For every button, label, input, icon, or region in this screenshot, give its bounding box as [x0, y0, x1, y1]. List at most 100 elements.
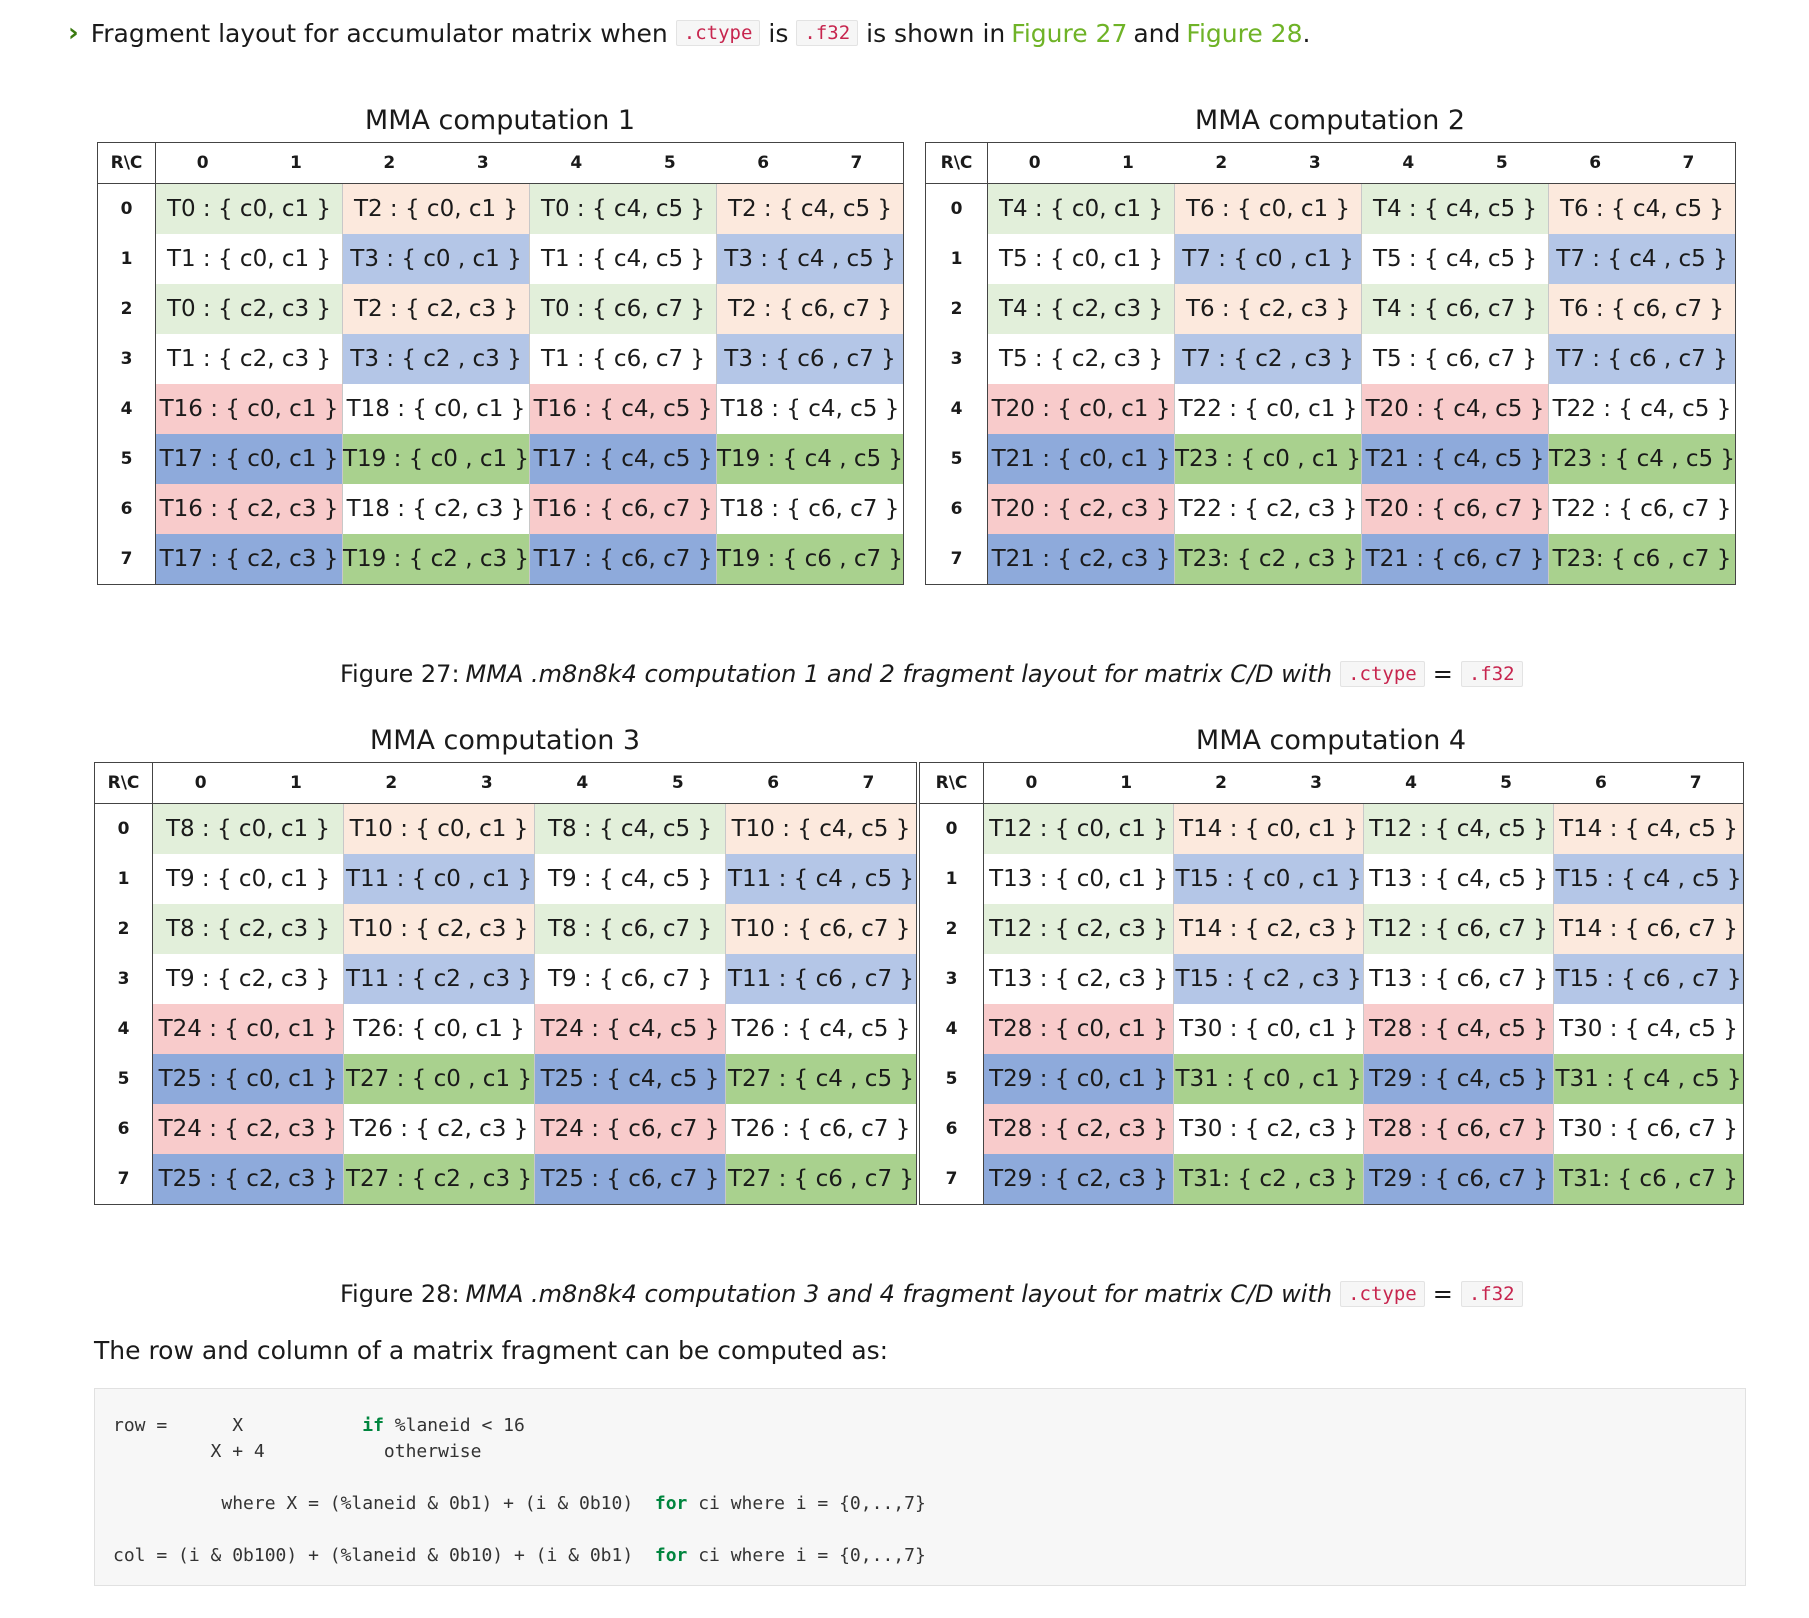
fragment-cell: T28 : { c6, c7 } [1363, 1104, 1554, 1154]
chevron-right-icon[interactable]: › [68, 18, 79, 48]
table-row: 3 T1 : { c2, c3 } T3 : { c2 , c3 } T1 : { c… [97, 334, 904, 384]
column-header: 3 [1308, 153, 1321, 173]
fragment-cell: T29 : { c2, c3 } [983, 1154, 1174, 1205]
column-header: 3 [1310, 773, 1322, 793]
fragment-cell: T8 : { c2, c3 } [152, 904, 344, 954]
table-row: 4 T24 : { c0, c1 } T26: { c0, c1 } T24 : { … [94, 1004, 917, 1054]
fragment-cell: T28 : { c2, c3 } [983, 1104, 1174, 1154]
fragment-cell: T23 : { c4 , c5 } [1548, 434, 1736, 484]
column-header: 5 [671, 773, 684, 793]
column-header: 0 [1025, 773, 1038, 793]
row-label: 3 [97, 334, 156, 384]
row-label: 3 [919, 954, 984, 1004]
fragment-cell: T22 : { c4, c5 } [1548, 384, 1736, 434]
column-header: 7 [1682, 153, 1695, 173]
fragment-cell: T20 : { c2, c3 } [987, 484, 1175, 534]
figure-27-link[interactable]: Figure 27 [1011, 18, 1128, 48]
fragment-cell: T23 : { c0 , c1 } [1174, 434, 1362, 484]
row-label: 6 [919, 1104, 984, 1154]
fragment-cell: T22 : { c2, c3 } [1174, 484, 1362, 534]
fragment-cell: T6 : { c6, c7 } [1548, 284, 1736, 334]
intro-and: and [1133, 18, 1181, 48]
fragment-cell: T11 : { c4 , c5 } [725, 854, 917, 904]
fragment-cell: T17 : { c2, c3 } [155, 534, 343, 585]
fragment-cell: T0 : { c2, c3 } [155, 284, 343, 334]
fragment-cell: T1 : { c2, c3 } [155, 334, 343, 384]
code-line-4: col = (i & 0b100) + (%laneid & 0b10) + (… [113, 1545, 926, 1566]
fragment-cell: T24 : { c4, c5 } [534, 1004, 726, 1054]
fragment-cell: T24 : { c6, c7 } [534, 1104, 726, 1154]
fragment-cell: T13 : { c0, c1 } [983, 854, 1174, 904]
fragment-cell: T9 : { c2, c3 } [152, 954, 344, 1004]
column-header: 5 [1495, 153, 1508, 173]
fragment-cell: T13 : { c4, c5 } [1363, 854, 1554, 904]
caption-code-ctype: .ctype [1340, 1281, 1425, 1307]
fragment-cell: T16 : { c4, c5 } [529, 384, 717, 434]
fragment-cell: T2 : { c4, c5 } [716, 183, 904, 234]
column-header: 6 [757, 153, 770, 173]
fragment-cell: T19 : { c2 , c3 } [342, 534, 530, 585]
fragment-cell: T22 : { c0, c1 } [1174, 384, 1362, 434]
row-label: 6 [925, 484, 988, 534]
column-header: 4 [1402, 153, 1415, 173]
table-row: 2 T4 : { c2, c3 } T6 : { c2, c3 } T4 : { c6… [925, 284, 1736, 334]
column-header: 5 [1500, 773, 1512, 793]
fragment-cell: T15 : { c0 , c1 } [1173, 854, 1364, 904]
figure-28-link[interactable]: Figure 28 [1186, 18, 1303, 48]
row-label: 2 [94, 904, 153, 954]
fragment-cell: T0 : { c0, c1 } [155, 183, 343, 234]
table-row: 0 T8 : { c0, c1 } T10 : { c0, c1 } T8 : { c… [94, 803, 917, 854]
column-header: 4 [576, 773, 589, 793]
row-label: 5 [925, 434, 988, 484]
row-label: 6 [97, 484, 156, 534]
row-label: 5 [97, 434, 156, 484]
row-col-header: R\C [919, 762, 984, 804]
fragment-cell: T24 : { c2, c3 } [152, 1104, 344, 1154]
fragment-cell: T16 : { c0, c1 } [155, 384, 343, 434]
column-header: 1 [1120, 773, 1133, 793]
row-label: 6 [94, 1104, 153, 1154]
fragment-cell: T21 : { c2, c3 } [987, 534, 1175, 585]
table-row: 5 T29 : { c0, c1 } T31 : { c0 , c1 } T29 : … [919, 1054, 1744, 1104]
fragment-cell: T30 : { c0, c1 } [1173, 1004, 1364, 1054]
row-label: 0 [97, 183, 156, 234]
table-row: 1 T1 : { c0, c1 } T3 : { c0 , c1 } T1 : { c… [97, 234, 904, 284]
table-row: 6 T28 : { c2, c3 } T30 : { c2, c3 } T28 : {… [919, 1104, 1744, 1154]
table-row: 1 T13 : { c0, c1 } T15 : { c0 , c1 } T13 : … [919, 854, 1744, 904]
column-header: 6 [1594, 773, 1607, 793]
column-header: 4 [1405, 773, 1417, 793]
caption-code-f32: .f32 [1460, 661, 1523, 687]
row-col-header: R\C [97, 142, 156, 184]
fragment-cell: T3 : { c4 , c5 } [716, 234, 904, 284]
fragment-cell: T27 : { c4 , c5 } [725, 1054, 917, 1104]
table-row: 7 T29 : { c2, c3 } T31: { c2 , c3 } T29 : {… [919, 1154, 1744, 1205]
table-row: 0 T12 : { c0, c1 } T14 : { c0, c1 } T12 : {… [919, 803, 1744, 854]
fragment-cell: T11 : { c6 , c7 } [725, 954, 917, 1004]
fragment-cell: T11 : { c2 , c3 } [343, 954, 535, 1004]
fragment-cell: T8 : { c4, c5 } [534, 803, 726, 854]
fragment-cell: T15 : { c4 , c5 } [1553, 854, 1744, 904]
column-header: 2 [385, 773, 398, 793]
fragment-cell: T25 : { c4, c5 } [534, 1054, 726, 1104]
row-label: 0 [919, 803, 984, 854]
table-row: 3 T5 : { c2, c3 } T7 : { c2 , c3 } T5 : { c… [925, 334, 1736, 384]
table-title: MMA computation 1 [364, 105, 636, 136]
fragment-cell: T14 : { c0, c1 } [1173, 803, 1364, 854]
row-label: 5 [94, 1054, 153, 1104]
fragment-cell: T7 : { c4 , c5 } [1548, 234, 1736, 284]
fragment-cell: T7 : { c0 , c1 } [1174, 234, 1362, 284]
fragment-cell: T5 : { c0, c1 } [987, 234, 1175, 284]
fragment-cell: T0 : { c4, c5 } [529, 183, 717, 234]
column-header: 7 [850, 153, 863, 173]
paragraph: The row and column of a matrix fragment … [94, 1336, 889, 1365]
intro-mid1: is [768, 18, 789, 48]
row-col-header: R\C [925, 142, 988, 184]
fragment-cell: T14 : { c4, c5 } [1553, 803, 1744, 854]
row-col-header: R\C [94, 762, 153, 804]
row-label: 4 [919, 1004, 984, 1054]
